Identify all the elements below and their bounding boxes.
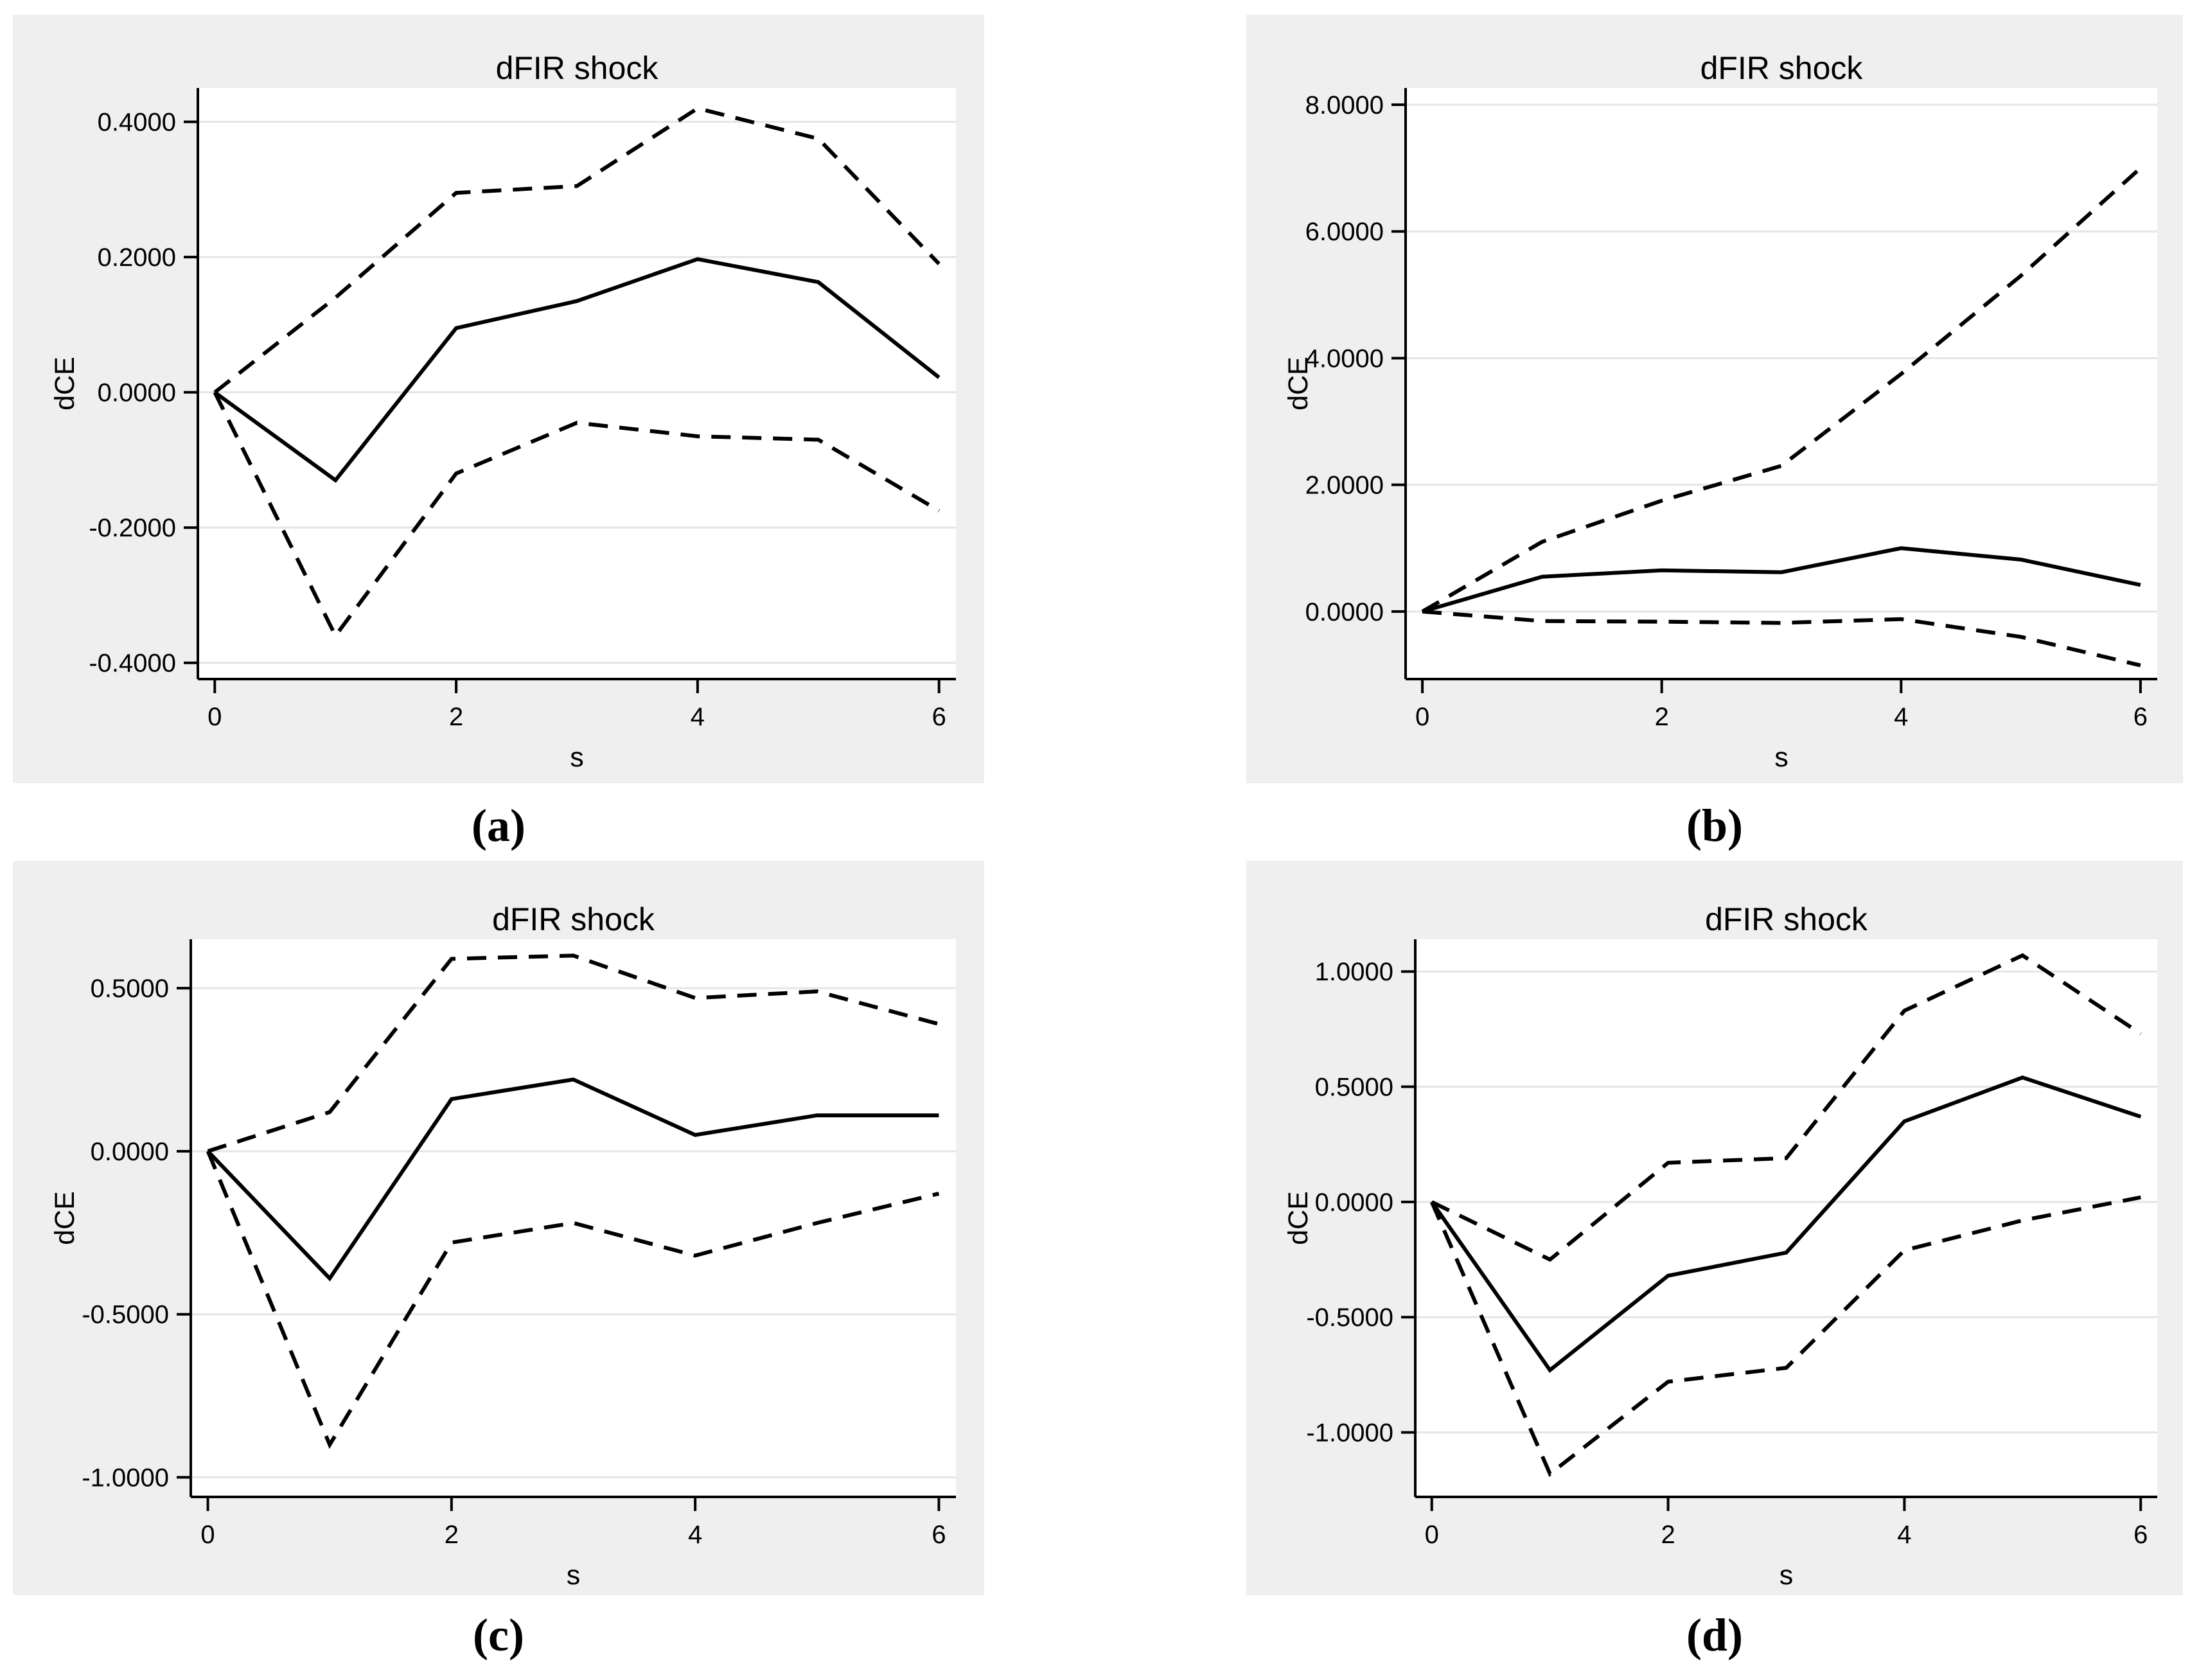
x-axis-label-c: s <box>567 1560 581 1591</box>
caption-d-label: (d) <box>1686 1609 1743 1661</box>
panel-c: 0.5000 0.0000 -0.5000 -1.0000 0 2 4 6 dFIR shock… <box>13 861 984 1595</box>
y-tick-label-b: 2.0000 <box>1305 472 1384 500</box>
x-tick-label-c: 4 <box>688 1521 702 1549</box>
x-tick-label-b: 6 <box>2133 703 2148 731</box>
x-axis-label-b: s <box>1774 742 1788 773</box>
x-tick-label-d: 6 <box>2133 1521 2148 1549</box>
y-tick-label-a: -0.4000 <box>89 650 176 678</box>
chart-a: 0.4000 0.2000 0.0000 -0.2000 -0.4000 0 2 4 6 dFIR… <box>49 50 956 773</box>
caption-b: (b) <box>1246 795 2183 858</box>
y-axis-label-d: dCE <box>1283 1191 1314 1245</box>
y-tick-label-a: 0.2000 <box>98 243 176 272</box>
plot-area-c <box>191 939 956 1497</box>
x-tick-label-b: 2 <box>1655 703 1669 731</box>
series-impulse-response-b <box>1422 546 2141 614</box>
x-tick-label-a: 0 <box>208 703 222 731</box>
panel-title-a: dFIR shock <box>496 50 659 86</box>
y-tick-label-d: -0.5000 <box>1306 1304 1393 1332</box>
x-axis-label-d: s <box>1780 1560 1794 1591</box>
caption-a-label: (a) <box>472 800 525 851</box>
y-axis-label-b: dCE <box>1283 357 1314 411</box>
y-tick-label-d: 0.0000 <box>1315 1189 1393 1217</box>
series-impulse-response-a <box>213 257 941 483</box>
caption-c-label: (c) <box>473 1609 524 1661</box>
x-tick-label-c: 6 <box>932 1521 946 1549</box>
x-tick-label-d: 4 <box>1897 1521 1911 1549</box>
series-upper-confidence-band-d <box>1431 953 2142 1262</box>
caption-d: (d) <box>1246 1605 2183 1669</box>
plot-area-b <box>1406 88 2157 679</box>
y-tick-label-a: 0.0000 <box>98 379 176 407</box>
x-tick-label-a: 2 <box>449 703 463 731</box>
y-tick-label-c: 0.5000 <box>91 975 169 1003</box>
panel-title-d: dFIR shock <box>1705 901 1868 937</box>
y-tick-label-b: 4.0000 <box>1305 344 1384 373</box>
x-tick-label-c: 0 <box>200 1521 215 1549</box>
caption-c: (c) <box>13 1605 984 1669</box>
chart-c: 0.5000 0.0000 -0.5000 -1.0000 0 2 4 6 dFIR shock… <box>49 901 956 1591</box>
caption-b-label: (b) <box>1686 800 1743 851</box>
x-axis-label-a: s <box>570 742 584 773</box>
series-impulse-response-c <box>206 1077 939 1282</box>
x-tick-label-a: 6 <box>932 703 946 731</box>
y-tick-label-d: 0.5000 <box>1315 1074 1393 1102</box>
y-tick-label-b: 0.0000 <box>1305 598 1384 626</box>
y-tick-label-a: 0.4000 <box>98 109 176 137</box>
series-impulse-response-d <box>1430 1075 2142 1374</box>
x-tick-label-c: 2 <box>445 1521 459 1549</box>
panel-title-c: dFIR shock <box>492 901 655 937</box>
y-axis-label-a: dCE <box>49 357 80 411</box>
x-tick-label-a: 4 <box>691 703 705 731</box>
y-tick-label-c: 0.0000 <box>91 1138 169 1166</box>
plot-area-d <box>1415 939 2157 1497</box>
panel-d: 1.0000 0.5000 0.0000 -0.5000 -1.0000 0 2 4 6 dFIR… <box>1246 861 2183 1595</box>
y-tick-label-c: -0.5000 <box>82 1301 169 1329</box>
series-lower-confidence-band-d <box>1429 1195 2141 1477</box>
series-lower-confidence-band-c <box>206 1150 940 1449</box>
series-upper-confidence-band-b <box>1421 166 2142 614</box>
panel-title-b: dFIR shock <box>1700 50 1864 86</box>
x-tick-label-b: 4 <box>1894 703 1908 731</box>
y-tick-label-b: 6.0000 <box>1305 218 1384 246</box>
panel-b: 8.0000 6.0000 4.0000 2.0000 0.0000 0 2 4 6 dFIR s… <box>1246 15 2183 783</box>
y-tick-label-a: -0.2000 <box>89 514 176 542</box>
x-tick-label-b: 0 <box>1415 703 1429 731</box>
series-lower-confidence-band-a <box>213 391 941 640</box>
y-tick-label-d: 1.0000 <box>1315 958 1393 986</box>
y-tick-label-d: -1.0000 <box>1306 1419 1393 1447</box>
y-tick-label-b: 8.0000 <box>1305 91 1384 119</box>
series-lower-confidence-band-b <box>1422 609 2141 668</box>
chart-d: 1.0000 0.5000 0.0000 -0.5000 -1.0000 0 2 4 6 dFIR… <box>1283 901 2157 1591</box>
x-tick-label-d: 2 <box>1661 1521 1675 1549</box>
caption-a: (a) <box>13 795 984 858</box>
series-upper-confidence-band-a <box>213 106 941 394</box>
y-tick-label-c: -1.0000 <box>82 1464 169 1492</box>
panel-a: 0.4000 0.2000 0.0000 -0.2000 -0.4000 0 2 4 6 dFIR… <box>13 15 984 783</box>
series-upper-confidence-band-c <box>207 953 940 1153</box>
y-axis-label-c: dCE <box>49 1191 80 1245</box>
x-tick-label-d: 0 <box>1425 1521 1439 1549</box>
chart-b: 8.0000 6.0000 4.0000 2.0000 0.0000 0 2 4 6 dFIR s… <box>1283 50 2157 773</box>
